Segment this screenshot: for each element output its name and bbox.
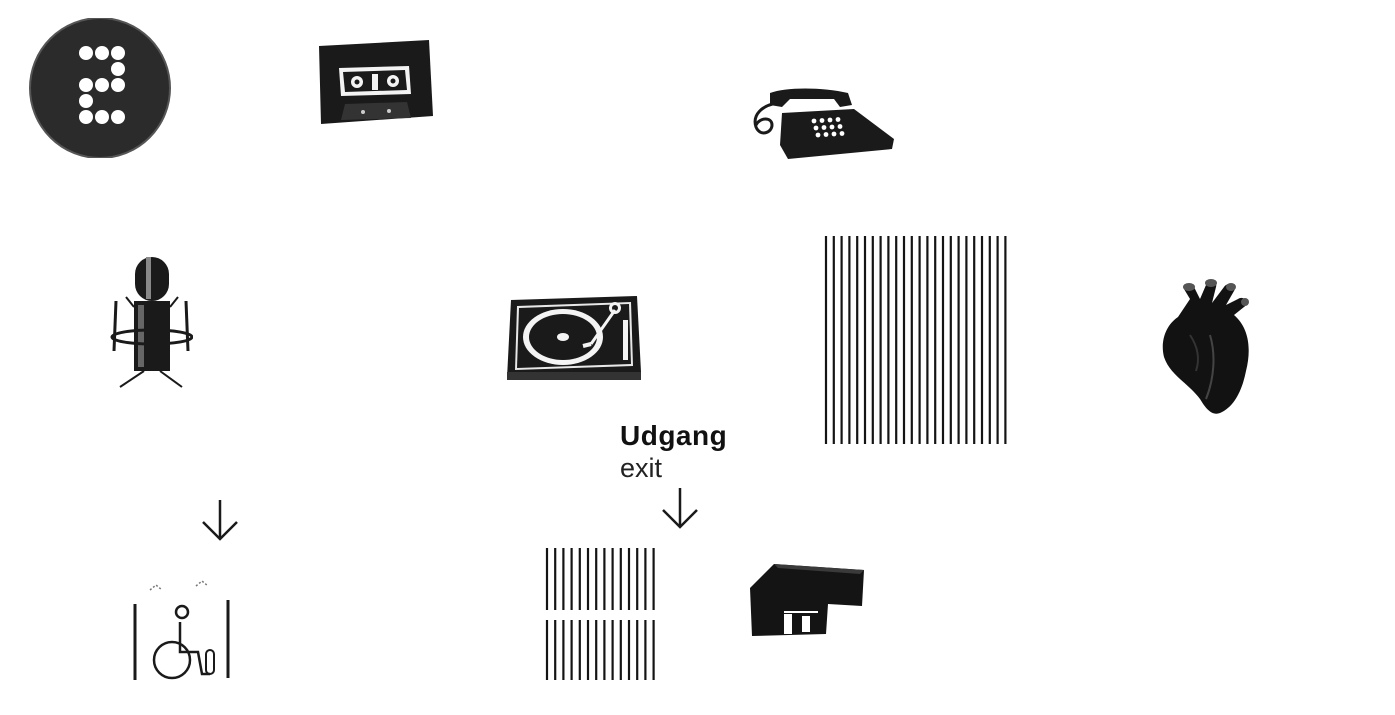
exit-title: Udgang [620,420,728,451]
cassette-tape-icon [315,38,435,128]
turntable-icon [505,292,645,384]
vertical-lines-panel-icon [824,236,1008,444]
heart-icon [1160,275,1255,417]
arrow-down-icon [200,498,240,542]
arrow-down-icon [660,486,700,530]
wheelchair-elevator-icon [130,578,234,684]
striped-door-icon [544,548,660,680]
exit-sign: Udgang exit [620,422,727,482]
exit-subtitle: exit [620,453,663,483]
microphone-icon [108,255,193,390]
telephone-icon [742,85,897,163]
badge-2-icon [28,18,172,158]
building-block-icon [748,560,866,640]
